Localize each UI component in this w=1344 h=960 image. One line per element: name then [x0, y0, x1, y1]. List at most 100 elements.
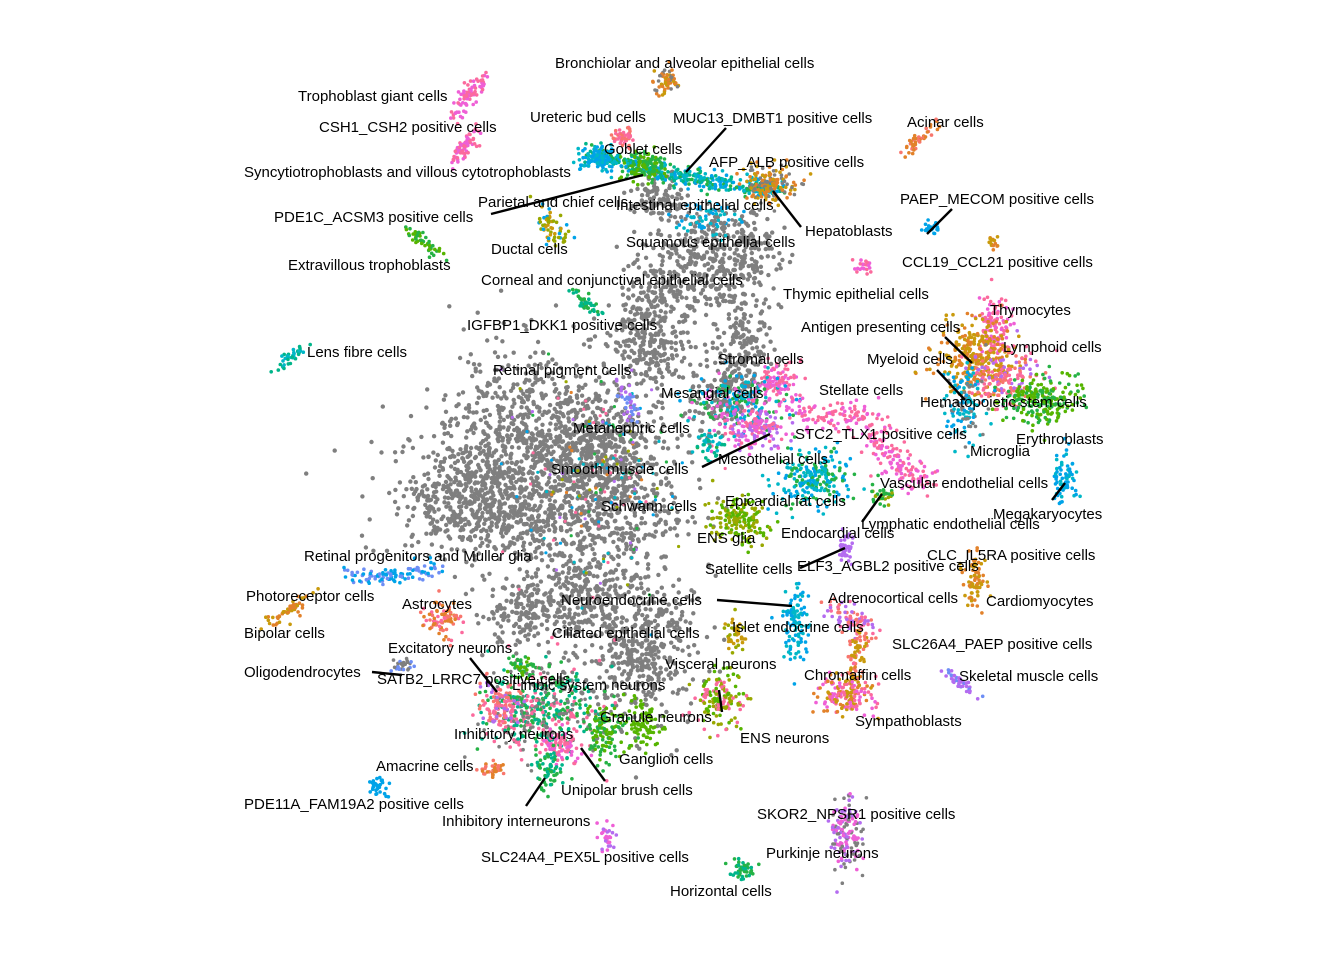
cell-point-2928 [758, 270, 763, 275]
cell-point-525 [499, 454, 504, 459]
cell-point-2282 [628, 309, 633, 315]
cell-point-1943 [585, 439, 591, 444]
cell-point-2305 [664, 303, 669, 308]
cell-point-30 [537, 409, 542, 414]
cell-point-572 [576, 384, 582, 389]
cell-point-1393 [444, 489, 450, 495]
cell-point-717 [603, 448, 608, 454]
cell-point-3852 [517, 624, 522, 630]
cell-point-632 [532, 362, 538, 367]
cell-point-1244 [495, 471, 500, 476]
cell-point-1161 [538, 532, 543, 538]
cell-point-20 [431, 434, 437, 439]
cell-point-146 [493, 390, 498, 396]
cell-point-3533 [633, 775, 639, 780]
cell-point-1523 [540, 442, 546, 447]
cell-point-1476 [546, 507, 551, 512]
cell-point-1026 [473, 494, 478, 500]
cell-point-59 [498, 288, 504, 293]
cell-point-3959 [491, 616, 496, 621]
cell-point-3759 [535, 631, 541, 636]
cell-point-2474 [652, 338, 658, 343]
cell-point-1866 [526, 502, 531, 507]
cell-point-3642 [554, 619, 559, 624]
cell-point-858 [526, 408, 531, 413]
cell-point-3604 [573, 653, 578, 658]
cell-point-3162 [691, 611, 696, 616]
cell-point-2206 [702, 342, 708, 347]
cell-point-1913 [575, 400, 581, 406]
cell-point-2450 [678, 339, 684, 345]
cell-point-483 [474, 410, 479, 415]
cell-point-3544 [671, 644, 677, 650]
cell-point-2045 [623, 455, 628, 460]
cell-point-860 [553, 303, 559, 308]
cell-point-2405 [680, 346, 686, 352]
cell-point-3611 [568, 554, 573, 559]
cell-point-530 [495, 403, 501, 409]
cell-point-2343 [639, 371, 644, 377]
cell-point-957 [467, 460, 472, 465]
cell-point-2252 [658, 308, 664, 314]
cell-point-1845 [605, 524, 611, 530]
cell-point-3940 [514, 604, 519, 610]
cell-point-4133 [656, 228, 661, 233]
cell-point-1105 [504, 489, 509, 495]
cell-point-1155 [529, 514, 535, 519]
cell-point-1398 [488, 508, 493, 513]
cell-point-3138 [762, 321, 767, 327]
cell-point-4900 [738, 178, 743, 182]
cell-point-3416 [684, 687, 689, 692]
cell-point-328 [457, 355, 463, 361]
cell-point-1080 [458, 528, 463, 533]
cell-point-4096 [678, 215, 684, 220]
cell-point-1357 [498, 491, 503, 496]
cell-point-4288 [582, 407, 586, 411]
cell-point-747 [521, 415, 526, 421]
cell-point-1694 [686, 532, 691, 537]
cell-point-2702 [632, 260, 637, 265]
cell-point-3465 [610, 619, 616, 625]
cell-point-4464 [464, 103, 469, 107]
cell-point-852 [440, 420, 445, 425]
cell-point-3799 [586, 617, 591, 622]
cell-point-1860 [599, 536, 604, 541]
cell-point-2199 [539, 453, 545, 459]
cell-point-2177 [546, 445, 551, 450]
cell-point-1920 [643, 393, 649, 398]
cell-point-4266 [529, 482, 533, 486]
cell-point-4669 [672, 165, 676, 169]
cell-point-3442 [646, 574, 651, 579]
cell-point-3813 [548, 602, 553, 608]
cell-point-342 [505, 460, 510, 465]
cell-point-3762 [600, 616, 605, 622]
cell-point-3486 [678, 617, 683, 622]
cell-point-1218 [506, 523, 511, 528]
cell-point-3710 [549, 557, 554, 563]
cell-point-2440 [641, 342, 646, 347]
cell-point-2256 [646, 410, 651, 415]
cell-point-2821 [706, 227, 711, 232]
cell-point-4132 [678, 187, 684, 192]
cell-point-4245 [530, 410, 535, 414]
cell-point-4340 [572, 480, 576, 484]
cell-point-1629 [616, 483, 621, 489]
cell-point-4462 [474, 77, 479, 81]
cell-point-1061 [490, 469, 495, 475]
cell-point-832 [533, 370, 539, 375]
cell-point-1178 [426, 454, 431, 460]
cell-point-132 [511, 350, 516, 355]
cell-point-1481 [628, 525, 633, 531]
cell-point-2187 [557, 391, 562, 396]
cell-point-3586 [671, 583, 676, 588]
cell-point-4461 [480, 87, 485, 92]
cell-point-1555 [643, 532, 648, 538]
cell-point-4238 [579, 524, 584, 528]
cell-point-1168 [401, 444, 406, 449]
cell-point-1572 [623, 515, 628, 520]
cell-point-1254 [501, 448, 506, 453]
cell-point-1325 [415, 495, 421, 500]
cell-point-4953 [698, 169, 703, 174]
cell-point-2828 [750, 292, 756, 298]
cell-point-4273 [554, 568, 559, 572]
